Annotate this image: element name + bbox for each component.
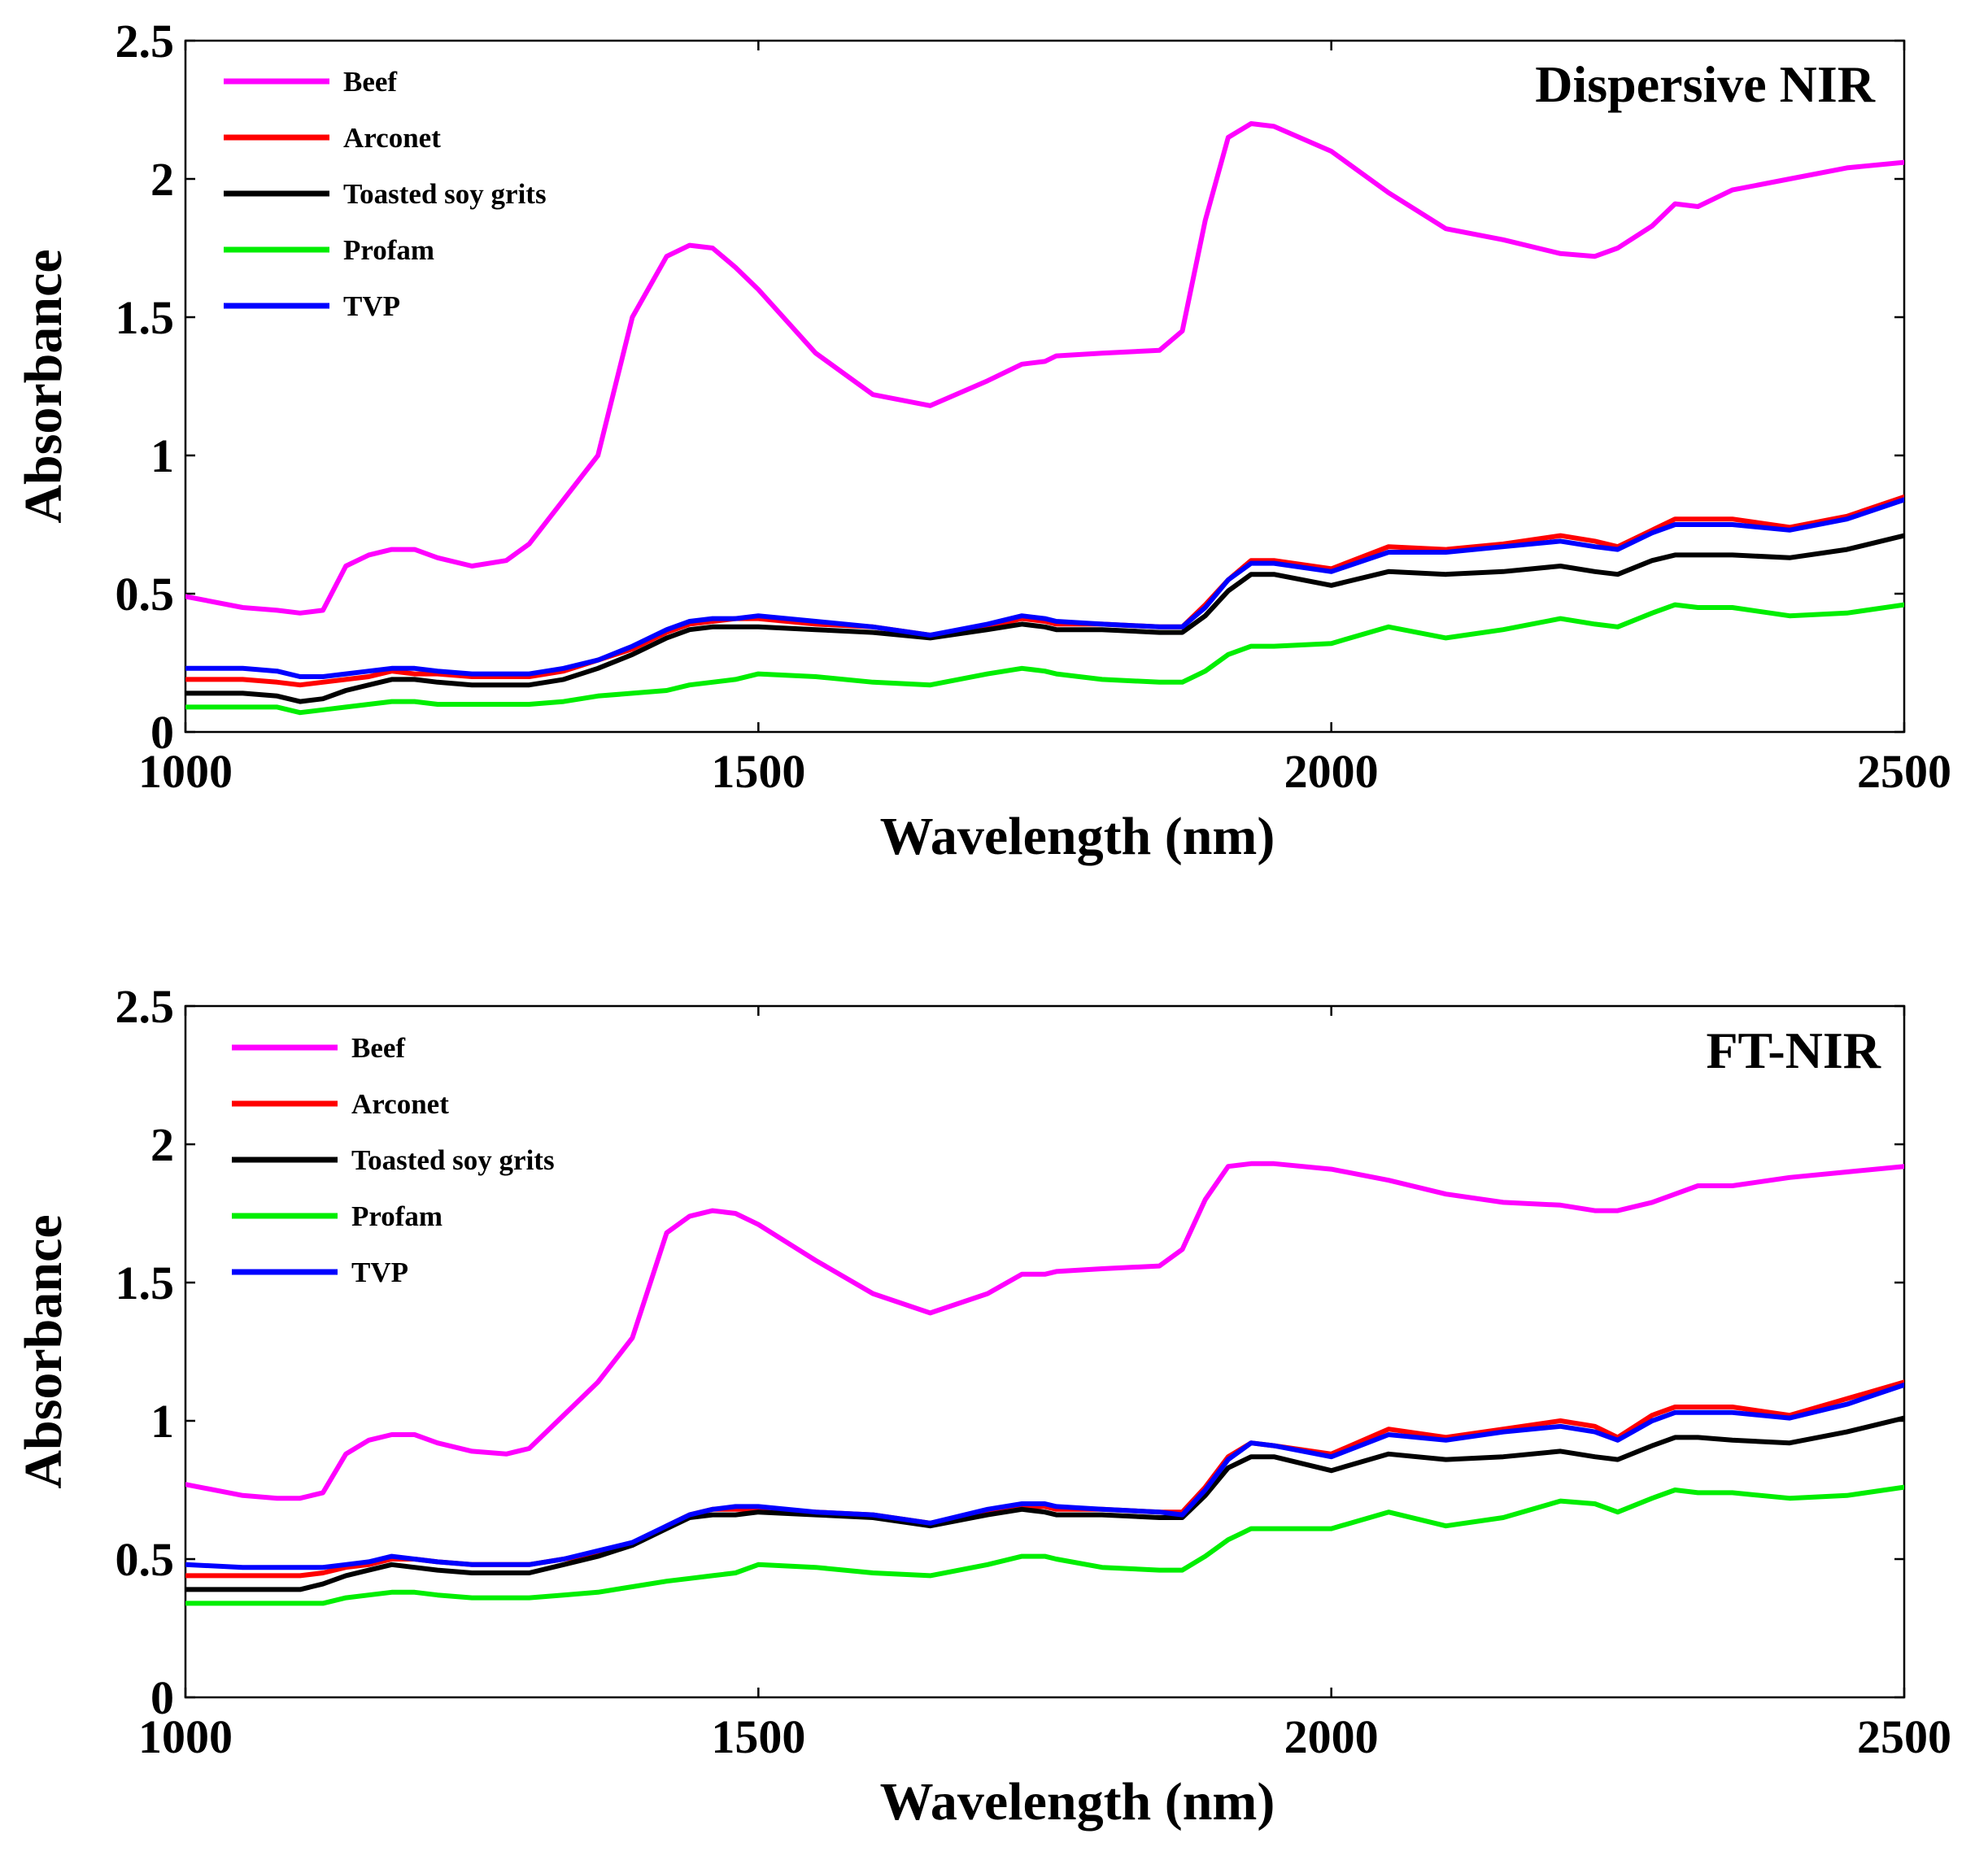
series-line-beef [185, 121, 1904, 616]
legend-label-toasted-soy-grits: Toasted soy grits [343, 178, 547, 210]
series-line-toasted-soy-grits [185, 533, 1904, 704]
y-tick-label: 0.5 [116, 568, 175, 621]
series-line-profam [185, 1484, 1904, 1606]
y-tick-label: 2.5 [116, 15, 175, 68]
legend-label-tvp: TVP [351, 1257, 408, 1288]
series-line-arconet [185, 494, 1904, 688]
x-tick-label: 1000 [138, 745, 233, 798]
y-tick-label: 1.5 [116, 291, 175, 344]
series-line-toasted-soy-grits [185, 1415, 1904, 1592]
y-tick-label: 1 [150, 1395, 174, 1448]
legend-label-arconet: Arconet [351, 1088, 449, 1120]
legend-label-profam: Profam [351, 1200, 443, 1232]
x-tick-label: 1500 [711, 1710, 805, 1763]
series-line-tvp [185, 497, 1904, 679]
plot-frame [184, 1004, 1906, 1699]
x-tick-label: 2000 [1284, 745, 1379, 798]
x-tick-label: 2500 [1857, 745, 1951, 798]
legend-label-tvp: TVP [343, 290, 400, 322]
legend-label-beef: Beef [343, 66, 397, 98]
legend-label-arconet: Arconet [343, 122, 441, 154]
x-tick-label: 2000 [1284, 1710, 1379, 1763]
y-axis-label: Absorbance [14, 249, 73, 523]
y-tick-label: 2.5 [116, 980, 175, 1033]
y-tick-label: 1 [150, 429, 174, 482]
x-axis-label: Wavelength (nm) [880, 807, 1275, 866]
y-tick-label: 1.5 [116, 1257, 175, 1309]
y-tick-label: 0 [150, 1671, 174, 1724]
series-line-arconet [185, 1379, 1904, 1579]
x-axis-label: Wavelength (nm) [880, 1772, 1275, 1832]
panel-dispersive-nir: 1000 1500 2000 2500 0 0.5 1 1.5 2 2.5 Wavelength (… [14, 15, 1951, 866]
plot-frame [184, 39, 1906, 734]
x-tick-label: 1000 [138, 1710, 233, 1763]
y-tick-label: 0.5 [116, 1533, 175, 1586]
chart-title: Dispersive NIR [1535, 55, 1876, 113]
y-tick-label: 2 [150, 1118, 174, 1171]
series-line-profam [185, 602, 1904, 716]
panel-ft-nir: 1000 1500 2000 2500 0 0.5 1 1.5 2 2.5 Wavelength (… [14, 980, 1951, 1832]
y-axis-label: Absorbance [14, 1214, 73, 1488]
legend-label-beef: Beef [351, 1032, 405, 1064]
legend-label-toasted-soy-grits: Toasted soy grits [351, 1144, 555, 1176]
series-line-tvp [185, 1382, 1904, 1570]
chart-title: FT-NIR [1706, 1021, 1881, 1079]
legend-label-profam: Profam [343, 234, 434, 266]
x-tick-label: 2500 [1857, 1710, 1951, 1763]
y-tick-label: 0 [150, 706, 174, 759]
series-line-beef [185, 1161, 1904, 1501]
y-tick-label: 2 [150, 153, 174, 206]
x-tick-label: 1500 [711, 745, 805, 798]
